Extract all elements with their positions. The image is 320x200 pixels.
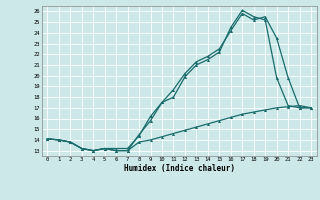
X-axis label: Humidex (Indice chaleur): Humidex (Indice chaleur) [124,164,235,173]
